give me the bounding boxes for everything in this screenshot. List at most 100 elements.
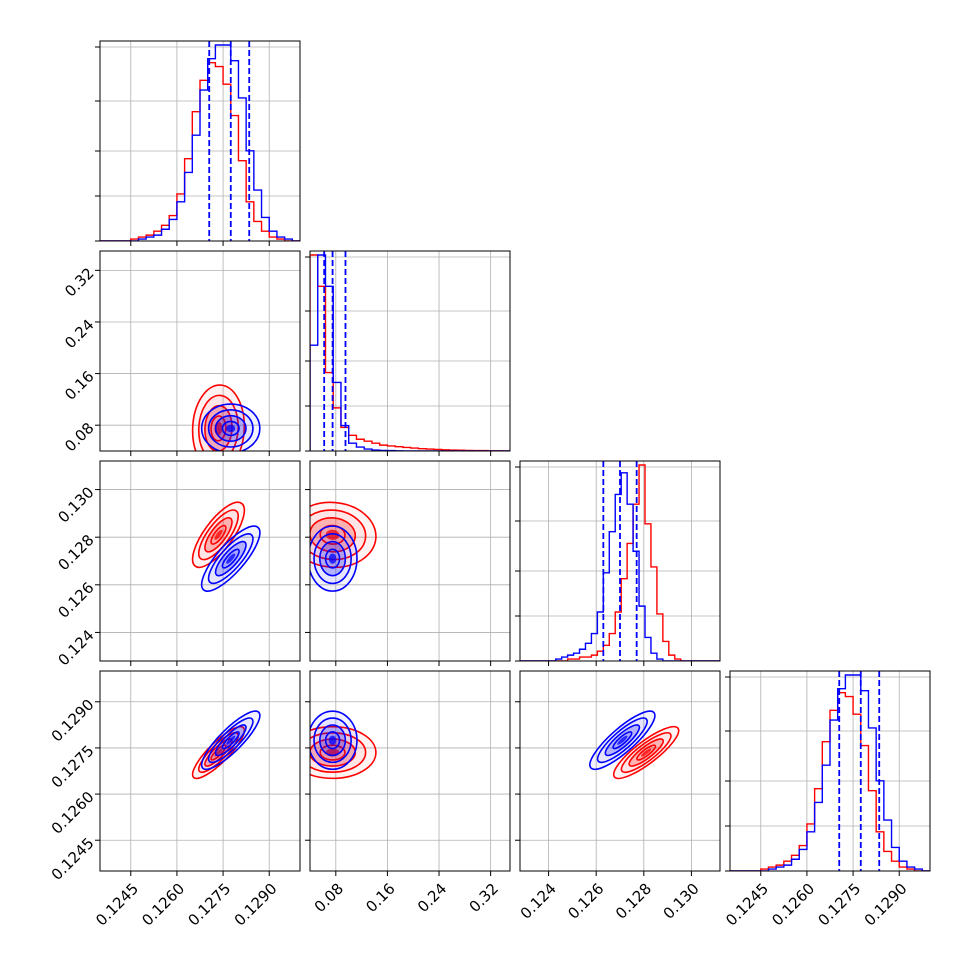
sample-point (231, 0, 233, 1)
sample-point (213, 0, 215, 1)
sample-point (214, 0, 216, 1)
sample-point (245, 0, 247, 1)
sample-point (196, 0, 198, 1)
sample-point (214, 0, 216, 1)
sample-point (226, 0, 228, 1)
sample-point (214, 0, 216, 1)
sample-point (198, 0, 200, 1)
sample-point (249, 0, 251, 1)
sample-point (222, 0, 224, 1)
sample-point (230, 0, 232, 1)
sample-point (222, 0, 224, 1)
sample-point (232, 0, 234, 1)
sample-point (215, 0, 217, 1)
sample-point (229, 0, 231, 1)
sample-point (223, 0, 225, 1)
sample-point (219, 0, 221, 1)
sample-point (238, 0, 240, 1)
sample-point (230, 0, 232, 1)
sample-point (203, 0, 205, 1)
sample-point (223, 0, 225, 1)
sample-point (219, 0, 221, 1)
sample-point (229, 0, 231, 1)
sample-point (215, 0, 217, 1)
sample-point (232, 0, 234, 1)
sample-point (239, 0, 241, 1)
sample-point (197, 0, 199, 1)
sample-point (225, 0, 227, 1)
sample-point (202, 0, 204, 1)
sample-point (210, 0, 212, 1)
sample-point (189, 0, 191, 1)
sample-point (226, 0, 228, 1)
sample-point (223, 0, 225, 1)
sample-point (212, 0, 214, 1)
sample-point (234, 0, 236, 1)
sample-point (211, 0, 213, 1)
sample-point (256, 0, 258, 1)
sample-point (218, 0, 220, 1)
sample-point (212, 0, 214, 1)
sample-point (225, 0, 227, 1)
sample-point (256, 0, 258, 1)
sample-point (227, 0, 229, 1)
sample-point (212, 0, 214, 1)
sample-point (226, 0, 228, 1)
sample-point (216, 0, 218, 1)
sample-point (207, 0, 209, 1)
sample-point (217, 0, 219, 1)
sample-point (211, 0, 213, 1)
sample-point (213, 0, 215, 1)
sample-point (225, 0, 227, 1)
sample-point (226, 0, 228, 1)
sample-point (192, 0, 194, 1)
sample-point (231, 0, 233, 1)
sample-point (219, 0, 221, 1)
sample-point (245, 0, 247, 1)
sample-point (219, 0, 221, 1)
sample-point (230, 0, 232, 1)
sample-point (234, 0, 236, 1)
sample-point (218, 0, 220, 1)
sample-point (211, 0, 213, 1)
sample-point (221, 0, 223, 1)
sample-point (224, 0, 226, 1)
sample-point (211, 0, 213, 1)
sample-point (219, 0, 221, 1)
sample-point (205, 0, 207, 1)
sample-point (238, 0, 240, 1)
sample-point (241, 0, 243, 1)
sample-point (226, 0, 228, 1)
sample-point (214, 0, 216, 1)
sample-point (226, 0, 228, 1)
sample-point (222, 0, 224, 1)
sample-point (229, 0, 231, 1)
sample-point (226, 0, 228, 1)
sample-point (228, 0, 230, 1)
sample-point (199, 0, 201, 1)
sample-point (233, 0, 235, 1)
sample-point (239, 0, 241, 1)
sample-point (213, 0, 215, 1)
sample-point (224, 0, 226, 1)
sample-point (208, 0, 210, 1)
sample-point (219, 0, 221, 1)
sample-point (223, 0, 225, 1)
sample-point (223, 0, 225, 1)
sample-point (239, 0, 241, 1)
sample-point (231, 0, 233, 1)
sample-point (241, 0, 243, 1)
sample-point (195, 0, 197, 1)
sample-point (210, 0, 212, 1)
sample-point (240, 0, 242, 1)
sample-point (224, 0, 226, 1)
sample-point (244, 0, 246, 1)
sample-point (234, 0, 236, 1)
samples-red (181, 0, 260, 1)
sample-point (204, 0, 206, 1)
sample-point (218, 0, 220, 1)
sample-point (235, 0, 237, 1)
sample-point (205, 0, 207, 1)
sample-point (223, 0, 225, 1)
sample-point (235, 0, 237, 1)
